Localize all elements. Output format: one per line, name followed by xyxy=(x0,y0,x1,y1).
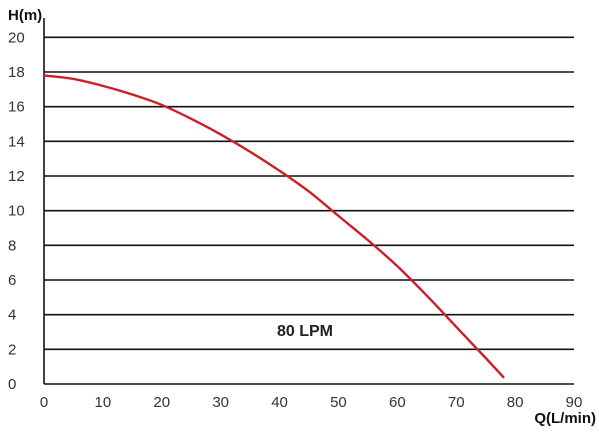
series-layer xyxy=(42,74,505,379)
x-tick-label: 40 xyxy=(271,394,288,411)
x-tick-label: 70 xyxy=(448,394,465,411)
curve-annotation: 80 LPM xyxy=(277,323,333,340)
y-tick-label: 10 xyxy=(8,203,25,220)
y-tick-label: 0 xyxy=(8,376,16,393)
y-tick-label: 20 xyxy=(8,29,25,46)
x-tick-label: 20 xyxy=(153,394,170,411)
axes xyxy=(43,18,574,385)
x-tick-label: 80 xyxy=(507,394,524,411)
y-tick-label: 6 xyxy=(8,272,16,289)
y-tick-label: 8 xyxy=(8,237,16,254)
x-axis-title: Q(L/min) xyxy=(534,410,596,427)
y-tick-label: 12 xyxy=(8,168,25,185)
x-tick-label: 90 xyxy=(566,394,583,411)
x-tick-label: 30 xyxy=(212,394,229,411)
y-tick-label: 18 xyxy=(8,64,25,81)
x-tick-label: 10 xyxy=(95,394,112,411)
pump-curve-line xyxy=(42,74,505,379)
y-tick-label: 4 xyxy=(8,307,16,324)
x-tick-label: 60 xyxy=(389,394,406,411)
x-tick-label: 50 xyxy=(330,394,347,411)
tick-labels: 0 2 4 6 8 10 12 14 16 18 20 0 10 20 30 40 50 60 70 80 90 xyxy=(8,29,582,411)
y-axis-title: H(m) xyxy=(8,7,42,24)
y-tick-label: 16 xyxy=(8,99,25,116)
x-tick-label: 0 xyxy=(40,394,48,411)
gridlines xyxy=(44,36,574,351)
y-tick-label: 2 xyxy=(8,341,16,358)
y-tick-label: 14 xyxy=(8,133,25,150)
